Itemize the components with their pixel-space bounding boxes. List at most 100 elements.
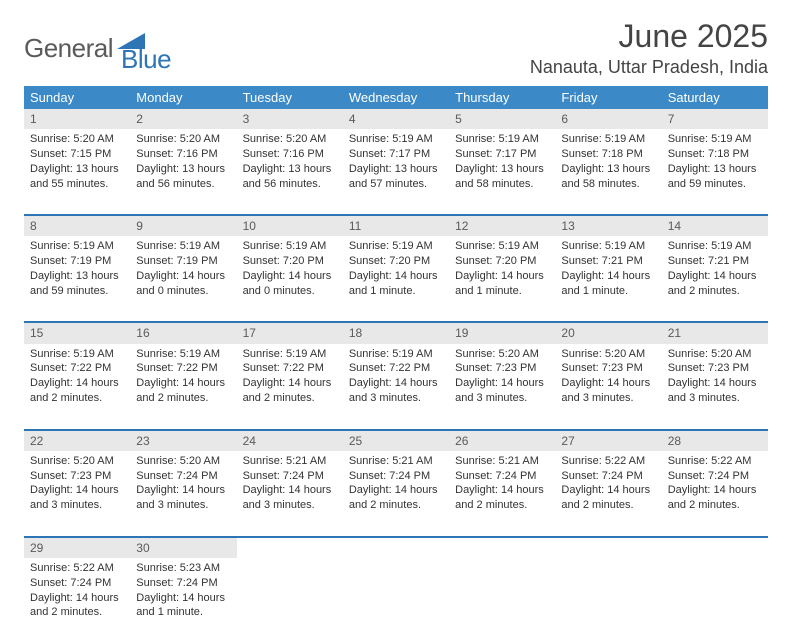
sunset-text: Sunset: 7:24 PM xyxy=(455,469,549,484)
weekday-header: Friday xyxy=(555,86,661,109)
day-number-cell: 1 xyxy=(24,109,130,129)
daylight-text: Daylight: 14 hours xyxy=(136,376,230,391)
day-content-cell xyxy=(237,558,343,644)
daylight-text: Daylight: 14 hours xyxy=(455,269,549,284)
daylight-text: and 3 minutes. xyxy=(561,391,655,406)
day-content-cell xyxy=(343,558,449,644)
page-header: General Blue June 2025 Nanauta, Uttar Pr… xyxy=(24,18,768,78)
sunrise-text: Sunrise: 5:19 AM xyxy=(455,239,549,254)
daylight-text: Daylight: 14 hours xyxy=(561,376,655,391)
daylight-text: Daylight: 14 hours xyxy=(455,376,549,391)
sunset-text: Sunset: 7:21 PM xyxy=(561,254,655,269)
sunset-text: Sunset: 7:24 PM xyxy=(668,469,762,484)
sunset-text: Sunset: 7:20 PM xyxy=(349,254,443,269)
day-number-cell xyxy=(237,537,343,558)
sunset-text: Sunset: 7:20 PM xyxy=(455,254,549,269)
daylight-text: and 56 minutes. xyxy=(136,177,230,192)
sunrise-text: Sunrise: 5:20 AM xyxy=(668,347,762,362)
sunrise-text: Sunrise: 5:19 AM xyxy=(136,239,230,254)
sunset-text: Sunset: 7:18 PM xyxy=(668,147,762,162)
day-content-row: Sunrise: 5:22 AMSunset: 7:24 PMDaylight:… xyxy=(24,558,768,644)
daylight-text: and 2 minutes. xyxy=(30,391,124,406)
day-content-cell: Sunrise: 5:19 AMSunset: 7:18 PMDaylight:… xyxy=(662,129,768,215)
day-number-cell: 19 xyxy=(449,322,555,343)
weekday-header: Sunday xyxy=(24,86,130,109)
day-number-cell xyxy=(662,537,768,558)
day-content-cell: Sunrise: 5:22 AMSunset: 7:24 PMDaylight:… xyxy=(24,558,130,644)
day-number-cell: 9 xyxy=(130,215,236,236)
day-number-cell: 3 xyxy=(237,109,343,129)
daylight-text: Daylight: 14 hours xyxy=(349,269,443,284)
daylight-text: Daylight: 14 hours xyxy=(455,483,549,498)
daylight-text: and 57 minutes. xyxy=(349,177,443,192)
daylight-text: and 55 minutes. xyxy=(30,177,124,192)
sunrise-text: Sunrise: 5:20 AM xyxy=(136,132,230,147)
day-number-cell: 23 xyxy=(130,430,236,451)
weekday-header: Wednesday xyxy=(343,86,449,109)
brand-logo: General Blue xyxy=(24,22,171,75)
day-content-cell: Sunrise: 5:23 AMSunset: 7:24 PMDaylight:… xyxy=(130,558,236,644)
day-number-cell: 26 xyxy=(449,430,555,451)
day-content-cell: Sunrise: 5:19 AMSunset: 7:22 PMDaylight:… xyxy=(343,344,449,430)
sunset-text: Sunset: 7:17 PM xyxy=(349,147,443,162)
day-content-cell xyxy=(662,558,768,644)
daylight-text: and 2 minutes. xyxy=(136,391,230,406)
location-label: Nanauta, Uttar Pradesh, India xyxy=(530,57,768,78)
daylight-text: and 56 minutes. xyxy=(243,177,337,192)
day-number-row: 22232425262728 xyxy=(24,430,768,451)
sunrise-text: Sunrise: 5:21 AM xyxy=(243,454,337,469)
daylight-text: and 0 minutes. xyxy=(243,284,337,299)
sunset-text: Sunset: 7:24 PM xyxy=(561,469,655,484)
sunrise-text: Sunrise: 5:23 AM xyxy=(136,561,230,576)
sunset-text: Sunset: 7:20 PM xyxy=(243,254,337,269)
sunrise-text: Sunrise: 5:20 AM xyxy=(30,454,124,469)
daylight-text: and 3 minutes. xyxy=(455,391,549,406)
sunrise-text: Sunrise: 5:19 AM xyxy=(561,239,655,254)
daylight-text: Daylight: 14 hours xyxy=(243,376,337,391)
daylight-text: Daylight: 13 hours xyxy=(349,162,443,177)
daylight-text: and 2 minutes. xyxy=(668,284,762,299)
sunrise-text: Sunrise: 5:22 AM xyxy=(668,454,762,469)
day-number-cell: 17 xyxy=(237,322,343,343)
month-title: June 2025 xyxy=(530,18,768,55)
day-number-cell: 8 xyxy=(24,215,130,236)
sunrise-text: Sunrise: 5:19 AM xyxy=(136,347,230,362)
day-content-cell: Sunrise: 5:19 AMSunset: 7:22 PMDaylight:… xyxy=(237,344,343,430)
day-number-cell: 6 xyxy=(555,109,661,129)
weekday-header: Thursday xyxy=(449,86,555,109)
day-number-row: 891011121314 xyxy=(24,215,768,236)
sunset-text: Sunset: 7:19 PM xyxy=(30,254,124,269)
day-number-cell: 24 xyxy=(237,430,343,451)
sunrise-text: Sunrise: 5:20 AM xyxy=(243,132,337,147)
daylight-text: Daylight: 14 hours xyxy=(668,483,762,498)
day-number-row: 2930 xyxy=(24,537,768,558)
sunset-text: Sunset: 7:21 PM xyxy=(668,254,762,269)
day-content-cell: Sunrise: 5:20 AMSunset: 7:16 PMDaylight:… xyxy=(130,129,236,215)
daylight-text: Daylight: 14 hours xyxy=(349,376,443,391)
daylight-text: Daylight: 14 hours xyxy=(243,269,337,284)
sunset-text: Sunset: 7:23 PM xyxy=(561,361,655,376)
daylight-text: and 0 minutes. xyxy=(136,284,230,299)
day-number-cell: 28 xyxy=(662,430,768,451)
sunset-text: Sunset: 7:22 PM xyxy=(243,361,337,376)
daylight-text: Daylight: 14 hours xyxy=(668,269,762,284)
day-content-row: Sunrise: 5:20 AMSunset: 7:23 PM Daylight:… xyxy=(24,451,768,537)
daylight-text: Daylight: 14 hours xyxy=(668,376,762,391)
day-number-cell: 10 xyxy=(237,215,343,236)
daylight-text: and 2 minutes. xyxy=(668,498,762,513)
day-number-cell: 20 xyxy=(555,322,661,343)
day-number-cell xyxy=(449,537,555,558)
day-number-cell: 7 xyxy=(662,109,768,129)
day-content-cell: Sunrise: 5:20 AMSunset: 7:23 PMDaylight:… xyxy=(449,344,555,430)
daylight-text: Daylight: 13 hours xyxy=(243,162,337,177)
day-number-cell: 16 xyxy=(130,322,236,343)
day-content-cell: Sunrise: 5:19 AMSunset: 7:17 PMDaylight:… xyxy=(343,129,449,215)
daylight-text: Daylight: 13 hours xyxy=(136,162,230,177)
sunset-text: Sunset: 7:23 PM xyxy=(30,469,124,484)
sunrise-text: Sunrise: 5:19 AM xyxy=(455,132,549,147)
daylight-text: and 2 minutes. xyxy=(455,498,549,513)
sunset-text: Sunset: 7:18 PM xyxy=(561,147,655,162)
sunset-text: Sunset: 7:15 PM xyxy=(30,147,124,162)
day-number-cell: 18 xyxy=(343,322,449,343)
daylight-text: and 1 minute. xyxy=(136,605,230,620)
